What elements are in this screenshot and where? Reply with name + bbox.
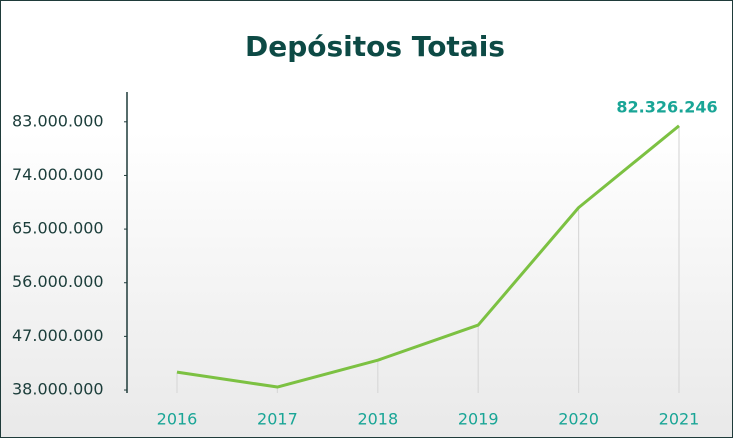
y-tick-label: 74.000.000 (12, 165, 104, 184)
y-tick-label: 83.000.000 (12, 111, 104, 130)
x-tick-label: 2017 (257, 410, 298, 429)
x-tick-label: 2021 (659, 410, 700, 429)
y-tick-label: 38.000.000 (12, 380, 104, 399)
y-tick-label: 65.000.000 (12, 219, 104, 238)
y-tick-label: 47.000.000 (12, 326, 104, 345)
x-tick-label: 2018 (357, 410, 398, 429)
data-line (176, 124, 680, 389)
y-tick-label: 56.000.000 (12, 272, 104, 291)
x-tick-label: 2020 (558, 410, 599, 429)
x-tick-label: 2016 (157, 410, 198, 429)
x-tick-label: 2019 (458, 410, 499, 429)
chart-title: Depósitos Totais (245, 30, 505, 63)
data-label: 82.326.246 (616, 97, 717, 116)
